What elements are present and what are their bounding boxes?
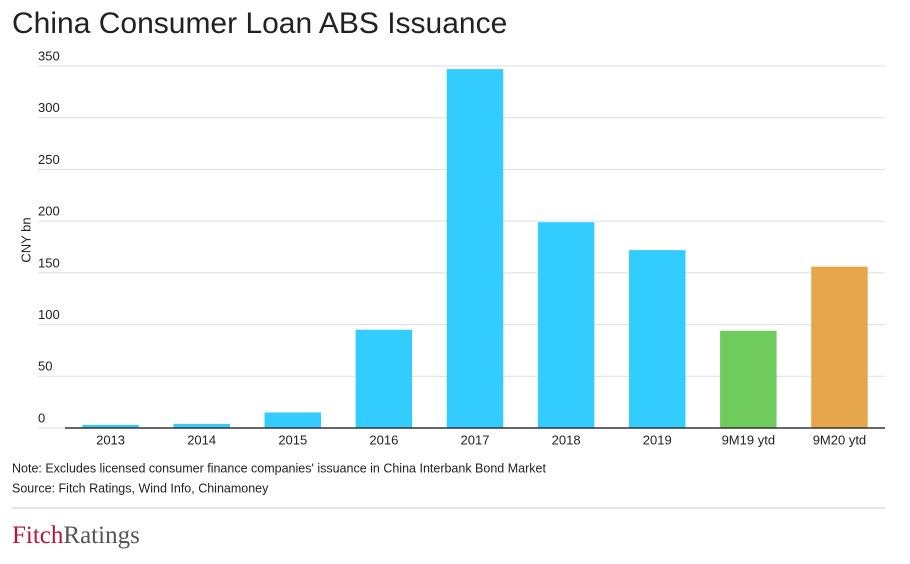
logo-part: Fitch <box>12 522 64 549</box>
x-tick-label: 2017 <box>461 432 490 447</box>
bar <box>628 250 686 428</box>
x-tick-label: 2018 <box>552 432 581 447</box>
bar <box>173 423 230 428</box>
y-tick-label: 50 <box>38 359 52 374</box>
y-tick-label: 200 <box>38 204 60 219</box>
x-tick-label: 2014 <box>187 432 216 447</box>
chart-title: China Consumer Loan ABS Issuance <box>12 7 507 40</box>
y-tick-label: 100 <box>38 307 60 322</box>
note: Note: Excludes licensed consumer finance… <box>12 461 546 475</box>
x-tick-label: 2013 <box>96 432 125 447</box>
x-tick-label: 2015 <box>278 432 307 447</box>
bar <box>82 424 139 428</box>
y-tick-label: 350 <box>38 48 60 63</box>
bar <box>720 330 777 428</box>
y-tick-label: 300 <box>38 100 60 115</box>
y-axis-label: CNY bn <box>18 217 33 262</box>
y-tick-label: 150 <box>38 255 60 270</box>
bar <box>355 329 413 428</box>
bar <box>811 266 868 428</box>
x-tick-label: 9M20 ytd <box>813 432 866 447</box>
logo: FitchRatings <box>12 522 140 549</box>
bar <box>537 222 595 428</box>
x-tick-label: 2019 <box>643 432 672 447</box>
x-tick-label: 2016 <box>369 432 398 447</box>
y-tick-label: 250 <box>38 152 60 167</box>
y-tick-label: 0 <box>38 410 45 425</box>
logo-part: Ratings <box>63 522 139 549</box>
x-tick-label: 9M19 ytd <box>722 432 775 447</box>
bar <box>446 69 504 429</box>
source: Source: Fitch Ratings, Wind Info, Chinam… <box>12 481 269 495</box>
bar <box>264 412 322 428</box>
